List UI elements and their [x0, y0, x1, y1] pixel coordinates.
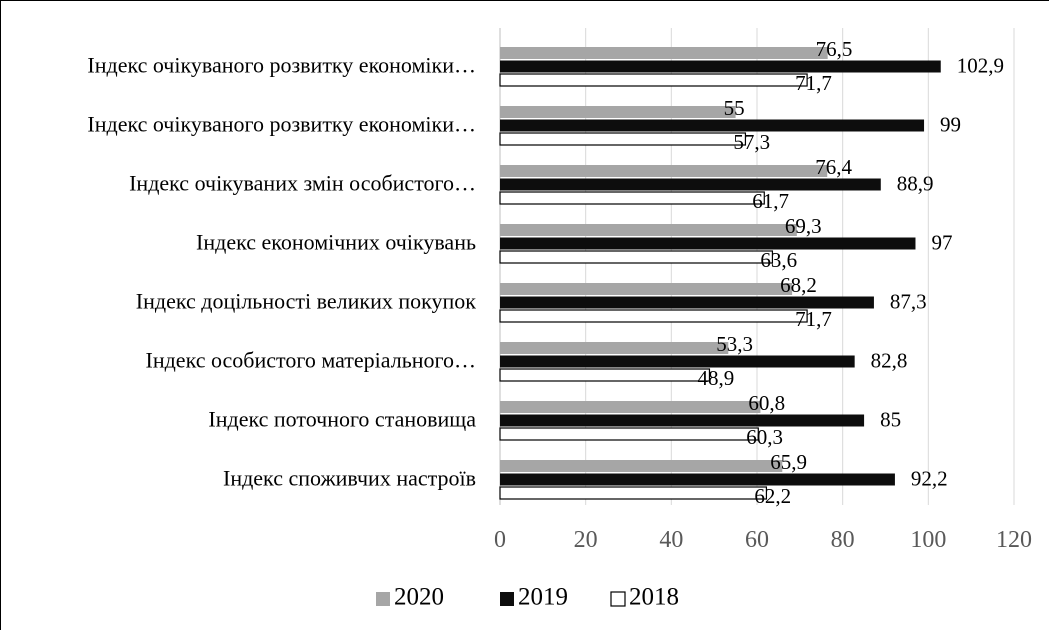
category-label: Індекс поточного становища [208, 406, 476, 431]
legend-swatch-2020 [376, 592, 390, 606]
bar-2018 [499, 368, 711, 382]
value-label-2019: 85 [880, 407, 901, 431]
category-label: Індекс економічних очікувань [196, 229, 476, 254]
bar-2018 [499, 132, 747, 146]
value-label-2018: 57,3 [733, 130, 770, 154]
category-label: Індекс очікуваного розвитку економіки… [87, 52, 476, 77]
bar-2020 [500, 47, 828, 59]
value-label-2020: 69,3 [785, 214, 822, 238]
bar-2020 [500, 224, 797, 236]
value-label-2020: 60,8 [748, 391, 785, 415]
bar-2019 [500, 60, 941, 73]
bar-2020 [500, 401, 761, 413]
value-label-2018: 71,7 [795, 71, 832, 95]
value-label-2020: 76,4 [815, 155, 852, 179]
bar-2019 [500, 355, 855, 368]
bar-2018 [499, 309, 808, 323]
value-label-2018: 48,9 [697, 366, 734, 390]
legend: 2020 2019 2018 [376, 584, 679, 611]
x-tick-label: 20 [574, 527, 598, 553]
value-label-2019: 87,3 [890, 289, 927, 313]
bar-2020 [500, 165, 828, 177]
category-label: Індекс доцільності великих покупок [136, 288, 477, 313]
value-label-2020: 76,5 [816, 37, 853, 61]
value-label-2018: 60,3 [746, 425, 783, 449]
value-label-2018: 62,2 [754, 484, 791, 508]
x-tick-labels: 0 20 40 60 80 100 120 [494, 527, 1032, 553]
value-label-2018: 61,7 [752, 189, 789, 213]
value-label-2020: 65,9 [770, 450, 807, 474]
legend-swatch-2018 [610, 591, 626, 607]
bar-2020 [500, 283, 793, 295]
category-labels: Індекс очікуваного розвитку економіки… Ін… [87, 52, 476, 490]
bar-2020 [500, 106, 736, 118]
legend-swatch-2019 [500, 592, 514, 606]
bar-2019 [500, 414, 865, 427]
value-label-2019: 82,8 [871, 348, 908, 372]
value-label-2019: 92,2 [911, 466, 948, 490]
value-label-2018: 71,7 [795, 307, 832, 331]
bar-2020 [500, 460, 783, 472]
bar-2018 [499, 73, 808, 87]
category-label: Індекс споживчих настроїв [223, 465, 476, 490]
value-label-2019: 102,9 [957, 53, 1004, 77]
bar-2019 [500, 119, 925, 132]
legend-label-2019: 2019 [518, 584, 568, 611]
bar-2018 [499, 250, 774, 264]
category-label: Індекс особистого матеріального… [146, 347, 476, 372]
value-label-2019: 97 [931, 230, 952, 254]
bars [499, 47, 941, 500]
value-label-2019: 88,9 [897, 171, 934, 195]
bar-2019 [500, 296, 874, 309]
bar-2018 [499, 427, 759, 441]
top-border-rule [0, 0, 1049, 1]
x-tick-label: 120 [996, 527, 1032, 553]
category-label: Індекс очікуваних змін особистого… [129, 170, 476, 195]
x-tick-label: 0 [494, 527, 506, 553]
x-tick-label: 80 [831, 527, 855, 553]
bar-2019 [500, 473, 895, 486]
x-tick-label: 100 [910, 527, 946, 553]
x-tick-label: 40 [659, 527, 683, 553]
x-tick-label: 60 [745, 527, 769, 553]
value-label-2020: 53,3 [716, 332, 753, 356]
bar-2019 [500, 178, 881, 191]
bar-2018 [499, 191, 765, 205]
value-label-2020: 55 [724, 96, 745, 120]
bar-2020 [500, 342, 729, 354]
left-border-rule [0, 0, 1, 630]
value-label-2018: 63,6 [760, 248, 797, 272]
value-label-2020: 68,2 [780, 273, 817, 297]
category-label: Індекс очікуваного розвитку економіки… [87, 111, 476, 136]
bar-2018 [499, 486, 768, 500]
legend-label-2020: 2020 [394, 584, 444, 611]
value-label-2019: 99 [940, 112, 961, 136]
legend-label-2018: 2018 [629, 584, 679, 611]
bar-2019 [500, 237, 916, 250]
value-labels: 76,5 102,9 71,7 55 99 57,3 76,4 88,9 61,769,3 97 6… [697, 37, 1004, 508]
